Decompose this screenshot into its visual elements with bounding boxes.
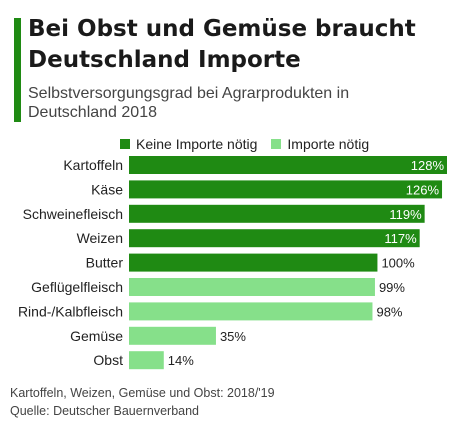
bar-schweinefleisch	[129, 204, 425, 223]
legend-item-imports: Importe nötig	[271, 136, 369, 152]
value-label-käse: 126%	[406, 182, 440, 197]
category-label-geflügelfleisch: Geflügelfleisch	[31, 279, 123, 295]
value-label-rind-kalbfleisch: 98%	[376, 304, 402, 319]
bar-käse	[129, 180, 443, 199]
bar-rind-kalbfleisch	[129, 302, 373, 321]
chart-legend: Keine Importe nötig Importe nötig	[120, 136, 383, 152]
category-label-obst: Obst	[93, 352, 123, 368]
value-label-gemüse: 35%	[220, 329, 246, 344]
value-label-kartoffeln: 128%	[411, 158, 445, 173]
legend-swatch-no-imports	[120, 139, 130, 149]
bar-chart: Kartoffeln 128% Käse 126% Schweinefleisch 119…	[18, 156, 447, 370]
value-label-weizen: 117%	[384, 231, 417, 246]
bar-obst	[129, 351, 164, 370]
category-label-butter: Butter	[86, 255, 124, 271]
legend-label-no-imports: Keine Importe nötig	[136, 136, 258, 152]
chart-footer: Kartoffeln, Weizen, Gemüse und Obst: 201…	[10, 384, 275, 420]
footnote: Kartoffeln, Weizen, Gemüse und Obst: 201…	[10, 386, 275, 400]
bar-butter	[129, 253, 378, 272]
value-label-geflügelfleisch: 99%	[379, 280, 405, 295]
legend-swatch-imports	[271, 139, 282, 149]
chart-title: Bei Obst und Gemüse braucht Deutschland …	[28, 16, 416, 73]
legend-item-no-imports: Keine Importe nötig	[120, 136, 257, 152]
source-note: Quelle: Deutscher Bauernverband	[10, 404, 200, 418]
title-accent-bar	[14, 18, 21, 122]
category-label-weizen: Weizen	[77, 230, 123, 246]
category-label-schweinefleisch: Schweinefleisch	[23, 206, 123, 222]
category-label-kartoffeln: Kartoffeln	[63, 157, 123, 173]
bar-gemüse	[129, 326, 216, 345]
category-label-gemüse: Gemüse	[70, 328, 123, 344]
bar-weizen	[129, 229, 420, 248]
legend-label-imports: Importe nötig	[287, 136, 370, 152]
value-label-butter: 100%	[381, 256, 415, 271]
chart-subtitle: Selbstversorgungsgrad bei Agrarprodukten…	[28, 85, 350, 121]
value-label-obst: 14%	[168, 353, 194, 368]
value-label-schweinefleisch: 119%	[389, 207, 422, 222]
bar-kartoffeln	[129, 156, 447, 174]
category-label-rind-kalbfleisch: Rind-/Kalbfleisch	[18, 303, 123, 319]
category-label-käse: Käse	[91, 181, 123, 197]
bar-geflügelfleisch	[129, 278, 375, 296]
